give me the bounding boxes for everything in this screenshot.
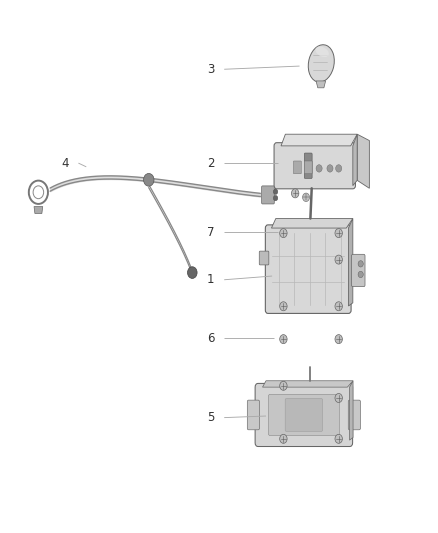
Circle shape (335, 393, 343, 402)
FancyBboxPatch shape (274, 143, 356, 189)
Polygon shape (281, 134, 357, 146)
FancyBboxPatch shape (268, 394, 339, 435)
Text: 2: 2 (207, 157, 215, 169)
FancyBboxPatch shape (255, 383, 353, 447)
FancyBboxPatch shape (304, 161, 312, 174)
Polygon shape (34, 207, 43, 214)
Circle shape (335, 255, 343, 264)
FancyBboxPatch shape (293, 161, 301, 174)
Circle shape (358, 261, 363, 267)
Circle shape (335, 302, 343, 311)
Circle shape (280, 302, 287, 311)
Circle shape (273, 196, 278, 201)
FancyBboxPatch shape (285, 399, 322, 431)
Polygon shape (350, 381, 353, 440)
Polygon shape (272, 219, 353, 228)
Polygon shape (353, 134, 357, 185)
Circle shape (144, 173, 154, 186)
FancyBboxPatch shape (261, 186, 274, 204)
FancyBboxPatch shape (265, 225, 351, 313)
FancyBboxPatch shape (348, 400, 360, 430)
Circle shape (280, 434, 287, 443)
FancyBboxPatch shape (247, 400, 259, 430)
FancyBboxPatch shape (259, 251, 269, 265)
Polygon shape (357, 134, 369, 188)
Circle shape (327, 165, 333, 172)
Text: 5: 5 (207, 411, 215, 424)
Ellipse shape (315, 46, 329, 57)
Circle shape (291, 189, 299, 198)
Text: 1: 1 (207, 273, 215, 286)
Circle shape (303, 193, 310, 201)
Ellipse shape (308, 45, 334, 82)
Polygon shape (316, 81, 325, 88)
Circle shape (335, 229, 343, 238)
Polygon shape (262, 381, 353, 387)
Circle shape (280, 381, 287, 390)
Text: 4: 4 (61, 157, 69, 169)
Circle shape (316, 165, 322, 172)
Circle shape (335, 335, 343, 344)
Circle shape (335, 434, 343, 443)
Text: 6: 6 (207, 332, 215, 344)
Text: 7: 7 (207, 225, 215, 239)
Text: 3: 3 (207, 63, 215, 76)
Circle shape (273, 189, 278, 195)
Circle shape (187, 266, 197, 278)
Circle shape (358, 271, 363, 278)
FancyBboxPatch shape (352, 254, 365, 287)
Circle shape (280, 229, 287, 238)
Polygon shape (349, 219, 353, 306)
Circle shape (280, 335, 287, 344)
Circle shape (336, 165, 342, 172)
FancyBboxPatch shape (304, 153, 312, 179)
